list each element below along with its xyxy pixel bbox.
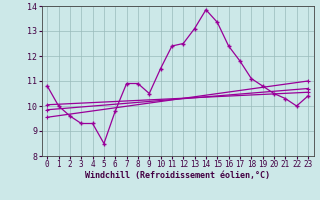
X-axis label: Windchill (Refroidissement éolien,°C): Windchill (Refroidissement éolien,°C): [85, 171, 270, 180]
